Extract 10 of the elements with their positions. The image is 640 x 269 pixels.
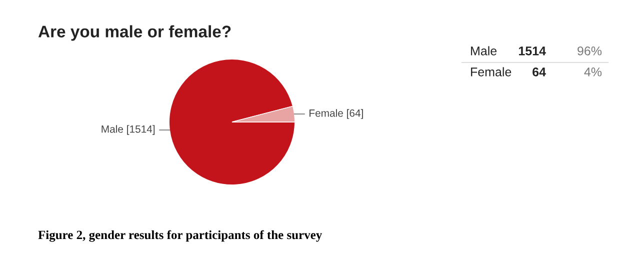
text: 96% bbox=[578, 46, 602, 56]
text: 1514 bbox=[518, 46, 546, 56]
caption: Figure 2, gender results for participants of the survey bbox=[38, 230, 322, 242]
text: 64 bbox=[532, 68, 546, 76]
text: 4% bbox=[584, 68, 602, 76]
text: Male bbox=[471, 46, 497, 56]
slice-label: Male [1514] bbox=[102, 125, 155, 135]
text: Female bbox=[471, 67, 512, 76]
chart-title: Are you male or female? bbox=[38, 25, 231, 41]
slice-label: Female [64] bbox=[310, 109, 363, 119]
